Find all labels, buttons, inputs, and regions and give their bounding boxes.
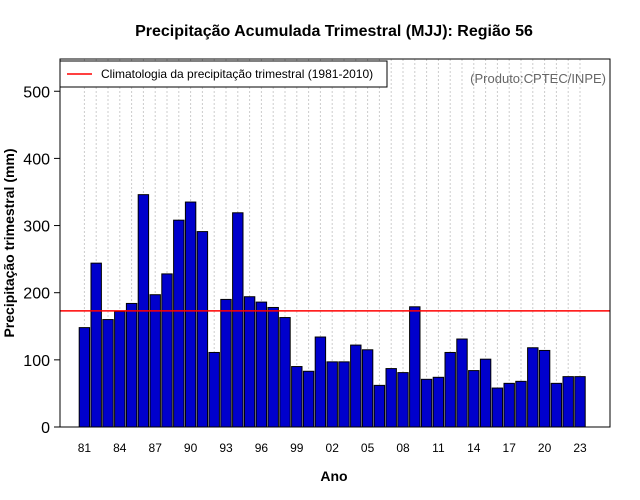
bar-2004 [350, 344, 362, 428]
bar-2016 [491, 387, 504, 428]
x-tick-label: 11 [432, 441, 445, 455]
bar-2015 [479, 358, 492, 428]
bar-2010 [420, 378, 433, 428]
bar-1981 [78, 327, 91, 428]
bar-2003 [338, 361, 350, 428]
x-axis-title: Ano [320, 468, 347, 484]
bar-2007 [385, 368, 397, 428]
x-tick-label: 05 [361, 441, 375, 455]
x-tick-label: 02 [326, 441, 340, 455]
bar-2014 [468, 370, 480, 428]
y-tick-label: 300 [23, 219, 50, 236]
bar-2017 [503, 382, 515, 428]
legend-box [59, 60, 388, 88]
x-tick-label: 90 [184, 441, 198, 455]
y-tick-label: 0 [41, 420, 50, 437]
bar-1991 [196, 231, 209, 428]
chart-title: Precipitação Acumulada Trimestral (MJJ):… [135, 23, 533, 40]
x-axis: 81 84 87 90 93 96 99 02 05 08 11 14 17 20 23 [78, 441, 587, 455]
bar-1993 [220, 298, 232, 428]
bar-2019 [527, 347, 539, 428]
bar-1985 [125, 302, 138, 428]
x-tick-label: 99 [290, 441, 304, 455]
x-tick-label: 81 [78, 441, 92, 455]
bar-1995 [243, 296, 256, 428]
bar-1982 [90, 262, 102, 428]
bar-2023 [574, 376, 586, 428]
x-tick-label: 87 [149, 441, 163, 455]
bar-2009 [409, 306, 421, 428]
bar-2000 [302, 370, 315, 428]
y-axis-title: Precipitação trimestral (mm) [1, 148, 17, 337]
bar-1989 [173, 219, 185, 428]
y-tick-label: 200 [23, 286, 50, 303]
x-tick-label: 14 [467, 441, 481, 455]
bar-2005 [361, 349, 374, 428]
y-tick-label: 100 [23, 353, 50, 370]
y-axis: 0 100 200 300 400 500 [23, 84, 60, 437]
y-tick-label: 400 [23, 151, 50, 168]
bar-1984 [114, 311, 126, 428]
bar-2006 [373, 384, 386, 428]
legend: Climatologia da precipitação trimestral … [59, 60, 388, 88]
legend-label: Climatologia da precipitação trimestral … [101, 67, 373, 81]
x-tick-label: 17 [503, 441, 517, 455]
bar-1999 [291, 366, 303, 428]
bar-2008 [397, 372, 409, 428]
bar-2011 [432, 376, 445, 428]
bar-1997 [267, 306, 279, 428]
vertical-grid [83, 59, 581, 427]
plot-frame [59, 58, 611, 428]
bar-2001 [314, 336, 327, 428]
x-tick-label: 96 [255, 441, 269, 455]
bar-2012 [444, 351, 456, 428]
bar-1988 [161, 273, 173, 428]
x-tick-label: 93 [219, 441, 233, 455]
bar-2022 [562, 376, 574, 428]
bar-1983 [102, 319, 114, 428]
bar-2020 [538, 349, 551, 428]
bar-1994 [232, 212, 244, 428]
bar-1998 [279, 317, 291, 428]
bar-1992 [208, 351, 220, 428]
x-tick-label: 08 [396, 441, 410, 455]
credit-text: (Produto:CPTEC/INPE) [470, 71, 606, 86]
bar-1996 [255, 301, 268, 428]
bar-2018 [515, 380, 527, 428]
x-tick-label: 20 [538, 441, 552, 455]
x-tick-label: 23 [573, 441, 587, 455]
bar-1990 [184, 201, 197, 428]
bar-1987 [149, 294, 161, 428]
bar-2021 [550, 382, 563, 428]
bar-2013 [456, 338, 468, 428]
x-tick-label: 84 [113, 441, 127, 455]
y-tick-label: 500 [23, 84, 50, 101]
bar-2002 [326, 361, 338, 428]
